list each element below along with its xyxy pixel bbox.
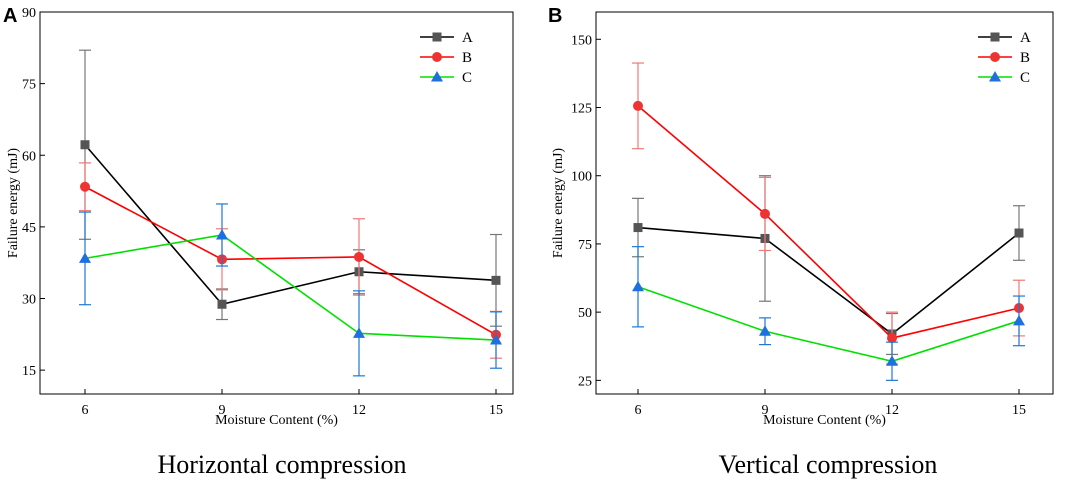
y-tick-label: 100 bbox=[571, 170, 592, 185]
x-tick-label: 6 bbox=[635, 403, 642, 418]
series-line bbox=[637, 105, 1020, 339]
y-tick-label: 150 bbox=[571, 33, 592, 48]
panel-letter: A bbox=[3, 5, 17, 27]
panel-caption: Vertical compression bbox=[719, 450, 938, 479]
x-axis-label: Moisture Content (%) bbox=[763, 413, 886, 428]
series-a bbox=[632, 175, 1025, 356]
data-point bbox=[633, 223, 643, 233]
panel-caption: Horizontal compression bbox=[157, 450, 406, 479]
data-point bbox=[1013, 314, 1025, 326]
legend-marker bbox=[432, 32, 442, 42]
legend-label: A bbox=[1020, 30, 1031, 46]
panel-b: B 25 50 75 100 125 150 6 9 12 15 Moisture Content (… bbox=[548, 5, 1054, 479]
series-b bbox=[632, 62, 1025, 365]
y-tick-label: 75 bbox=[578, 238, 592, 253]
series-c bbox=[632, 246, 1025, 381]
data-point bbox=[490, 334, 502, 345]
plot-frame bbox=[39, 11, 514, 395]
data-point bbox=[354, 251, 364, 262]
x-axis-label: Moisture Content (%) bbox=[215, 413, 338, 428]
data-point bbox=[491, 275, 501, 285]
data-point bbox=[760, 208, 770, 219]
x-tick-label: 12 bbox=[885, 403, 899, 418]
data-point bbox=[633, 100, 643, 111]
data-point bbox=[632, 280, 644, 292]
data-point bbox=[80, 181, 90, 192]
y-tick-label: 15 bbox=[22, 364, 36, 379]
data-point bbox=[216, 228, 228, 240]
x-tick-label: 15 bbox=[1012, 403, 1026, 418]
series-b bbox=[79, 162, 502, 359]
legend: ABC bbox=[978, 30, 1031, 86]
data-point bbox=[79, 252, 91, 263]
data-point bbox=[887, 333, 897, 344]
legend: ABC bbox=[420, 30, 473, 86]
legend-marker bbox=[431, 71, 443, 82]
y-axis-label: Failure energy (mJ) bbox=[6, 148, 21, 258]
y-tick-label: 125 bbox=[571, 102, 592, 117]
legend-label: B bbox=[462, 50, 472, 66]
series-line bbox=[84, 144, 497, 306]
x-tick-label: 12 bbox=[352, 403, 366, 418]
x-tick-label: 9 bbox=[219, 403, 226, 418]
data-point bbox=[353, 327, 365, 338]
y-tick-label: 60 bbox=[22, 149, 36, 164]
y-tick-label: 50 bbox=[578, 306, 592, 321]
panel-letter: B bbox=[548, 5, 562, 27]
data-point bbox=[80, 140, 90, 150]
legend-marker bbox=[990, 32, 1000, 42]
y-tick-label: 75 bbox=[22, 78, 36, 93]
y-tick-label: 90 bbox=[22, 6, 36, 21]
legend-label: B bbox=[1020, 50, 1030, 66]
y-tick-label: 45 bbox=[22, 221, 36, 236]
legend-label: C bbox=[462, 70, 472, 86]
legend-marker bbox=[990, 52, 1000, 62]
plot-frame bbox=[595, 11, 1054, 395]
series-line bbox=[84, 186, 497, 336]
series-c bbox=[79, 203, 502, 377]
series-line bbox=[84, 234, 497, 341]
x-tick-label: 15 bbox=[489, 403, 503, 418]
legend-label: A bbox=[462, 30, 473, 46]
panel-a: A 15 30 45 60 75 90 6 9 12 15 Moisture Content (%) F… bbox=[3, 5, 514, 479]
data-point bbox=[886, 355, 898, 366]
series-line bbox=[637, 286, 1020, 363]
y-axis-label: Failure energy (mJ) bbox=[551, 148, 566, 258]
data-point bbox=[759, 325, 771, 336]
x-tick-label: 6 bbox=[82, 403, 89, 418]
data-point bbox=[1014, 228, 1024, 238]
legend-marker bbox=[432, 52, 442, 62]
legend-label: C bbox=[1020, 70, 1030, 86]
x-tick-label: 9 bbox=[762, 403, 769, 418]
legend-marker bbox=[989, 71, 1001, 82]
y-tick-label: 30 bbox=[22, 293, 36, 308]
data-point bbox=[217, 299, 227, 309]
y-tick-label: 25 bbox=[578, 374, 592, 389]
series-line bbox=[637, 226, 1020, 335]
